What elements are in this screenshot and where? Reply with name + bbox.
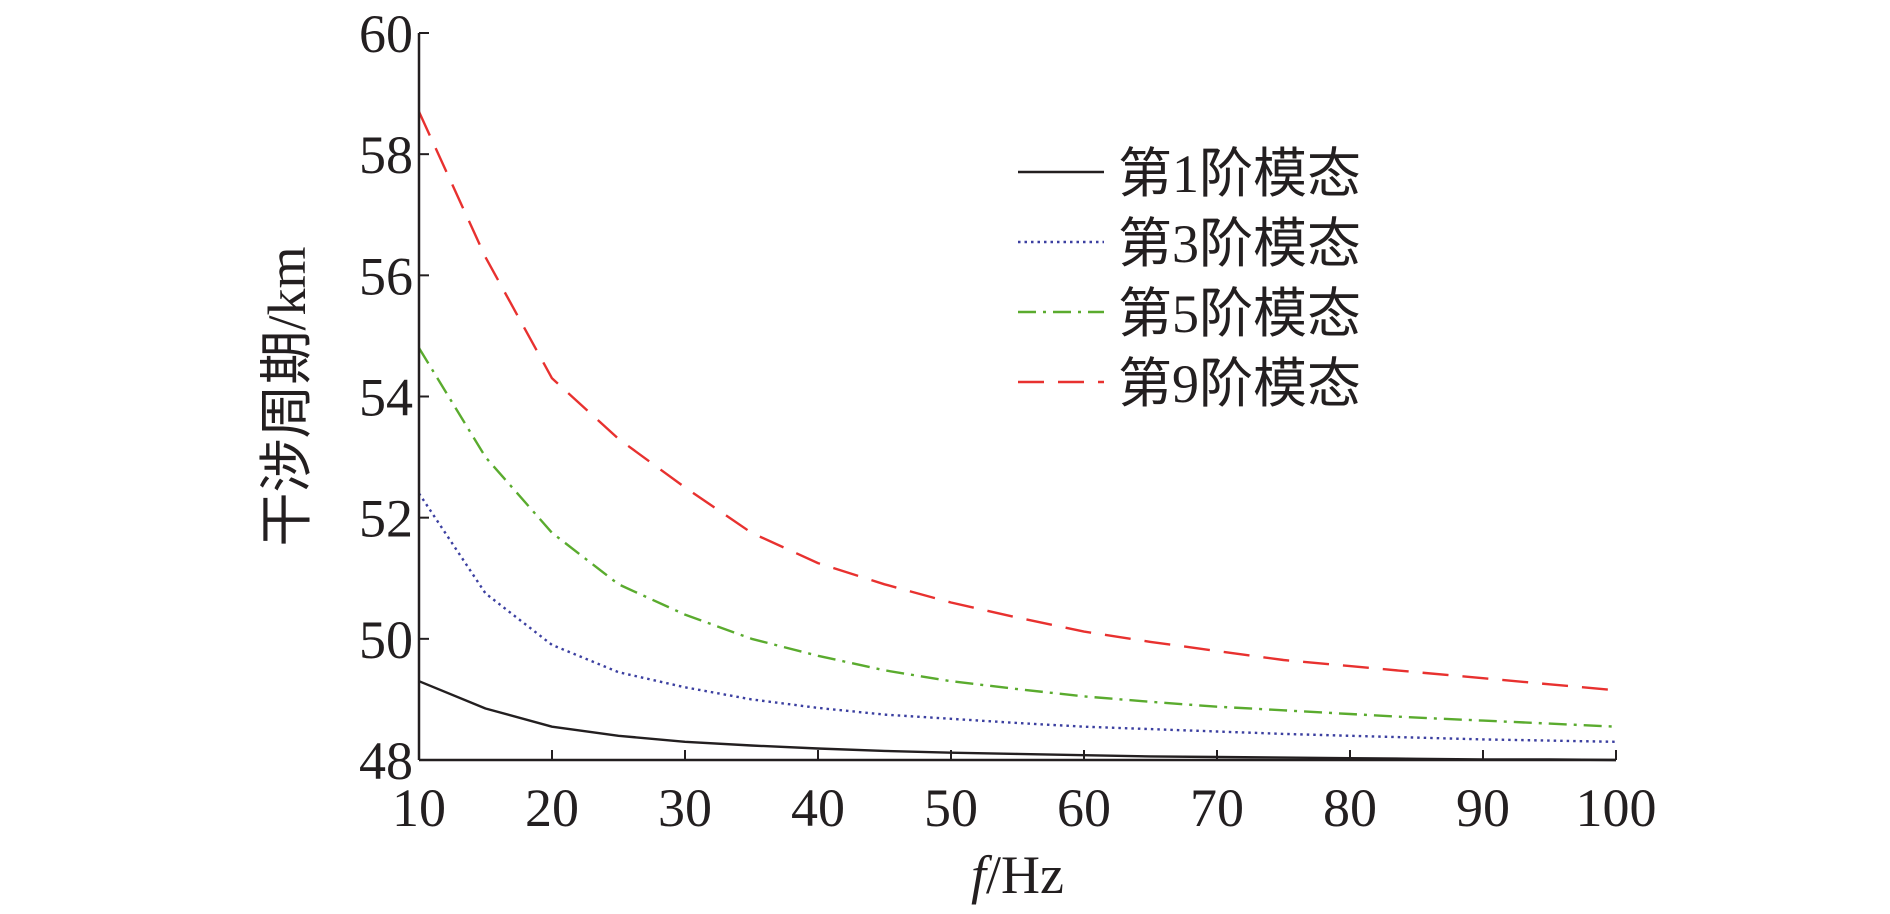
x-tick-label: 90 [1456, 778, 1510, 838]
y-tick-label: 58 [359, 125, 413, 185]
y-tick-label: 54 [359, 368, 413, 428]
x-tick-label: 30 [658, 778, 712, 838]
y-tick-label: 48 [359, 731, 413, 791]
y-tick-label: 56 [359, 246, 413, 306]
legend-label: 第9阶模态 [1118, 354, 1361, 414]
x-tick-label: 60 [1057, 778, 1111, 838]
x-axis-title: f/Hz [971, 845, 1064, 905]
legend-label: 第1阶模态 [1118, 144, 1361, 204]
y-axis-title: 干涉周期/km [257, 246, 317, 546]
series-layer [417, 111, 1617, 762]
series-line-3 [417, 347, 1617, 728]
x-tick-label: 70 [1190, 778, 1244, 838]
y-tick-label: 60 [359, 4, 413, 64]
x-tick-label: 40 [791, 778, 845, 838]
series-line-1 [418, 680, 1617, 762]
x-tick-label: 80 [1323, 778, 1377, 838]
legend-label: 第3阶模态 [1118, 214, 1361, 274]
x-tick-label: 10 [392, 778, 446, 838]
x-tick-label: 100 [1576, 778, 1657, 838]
axes [417, 33, 1616, 762]
legend-label: 第5阶模态 [1118, 284, 1361, 344]
tick-layer: 10 20 30 40 50 60 70 80 90 100 48 50 52 54 56 58 60 [359, 4, 1657, 838]
x-tick-label: 20 [525, 778, 579, 838]
series-line-2 [418, 492, 1617, 743]
y-tick-label: 52 [359, 489, 413, 549]
series-line-4 [417, 111, 1617, 692]
y-tick-label: 50 [359, 610, 413, 670]
x-tick-label: 50 [924, 778, 978, 838]
x-axis-title-rest: /Hz [986, 845, 1064, 905]
